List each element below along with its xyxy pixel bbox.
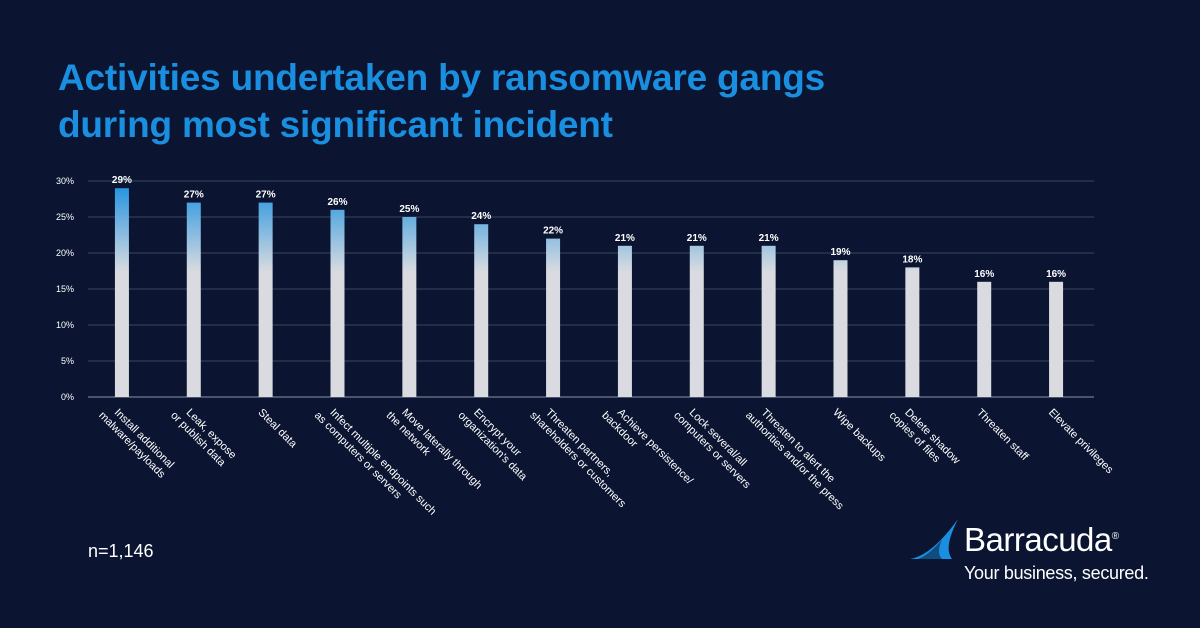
bar xyxy=(114,188,129,397)
x-category-label: Delete shadowcopies of files xyxy=(887,400,963,476)
bar-value-label: 24% xyxy=(471,211,491,222)
bar-value-label: 29% xyxy=(112,175,132,186)
sample-size-note: n=1,146 xyxy=(88,541,154,561)
bar-value-label: 21% xyxy=(615,233,635,244)
bar xyxy=(258,202,273,397)
bar-value-label: 27% xyxy=(256,190,276,201)
y-tick-label: 30% xyxy=(56,176,74,186)
bar xyxy=(330,209,345,397)
barracuda-logo: Barracuda® Your business, secured. xyxy=(908,515,1158,587)
bar-value-label: 21% xyxy=(687,233,707,244)
x-category-label-line: Steal data xyxy=(256,407,300,451)
barracuda-fin-icon xyxy=(910,519,958,559)
x-category-label-line: Threaten staff xyxy=(974,407,1031,464)
bar-value-label: 25% xyxy=(399,204,419,215)
y-tick-label: 20% xyxy=(56,248,74,258)
bar xyxy=(1049,281,1064,397)
y-tick-label: 0% xyxy=(61,392,74,402)
bar xyxy=(546,238,561,397)
y-tick-label: 25% xyxy=(56,212,74,222)
bar-value-label: 26% xyxy=(327,197,347,208)
chart-title-line-1: Activities undertaken by ransomware gang… xyxy=(58,57,825,98)
bar-value-label: 21% xyxy=(759,233,779,244)
bar xyxy=(761,245,776,397)
y-tick-label: 5% xyxy=(61,356,74,366)
chart-title: Activities undertaken by ransomware gang… xyxy=(58,54,958,148)
x-category-label: Steal data xyxy=(256,407,300,451)
x-category-label-line: Elevate privileges xyxy=(1046,407,1116,477)
x-category-label-line: authorities and/or the press xyxy=(743,409,846,512)
bar xyxy=(474,224,489,397)
bar-value-label: 27% xyxy=(184,190,204,201)
x-category-label-line: Wipe backups xyxy=(830,407,888,465)
x-category-label: Leak, exposeor publish data xyxy=(168,400,238,470)
bar-value-label: 19% xyxy=(830,247,850,258)
y-tick-label: 10% xyxy=(56,320,74,330)
y-tick-label: 15% xyxy=(56,284,74,294)
bar xyxy=(689,245,704,397)
x-category-label: Install additionalmalware/payloads xyxy=(96,400,177,481)
x-category-label: Threaten staff xyxy=(974,407,1031,464)
bar-value-label: 16% xyxy=(974,269,994,280)
bar xyxy=(977,281,992,397)
bar-value-label: 18% xyxy=(902,254,922,265)
x-category-label: Wipe backups xyxy=(830,407,888,465)
brand-name: Barracuda® xyxy=(964,521,1119,558)
brand-tagline: Your business, secured. xyxy=(964,563,1149,583)
chart-title-line-2: during most significant incident xyxy=(58,104,613,145)
bar-value-label: 22% xyxy=(543,226,563,237)
bar-value-label: 16% xyxy=(1046,269,1066,280)
bar xyxy=(186,202,201,397)
bar xyxy=(905,267,920,397)
x-category-label: Elevate privileges xyxy=(1046,407,1116,477)
bar xyxy=(833,260,848,397)
x-category-label-line: Threaten to alert the xyxy=(759,407,838,486)
bar xyxy=(617,245,632,397)
bar xyxy=(402,217,417,397)
